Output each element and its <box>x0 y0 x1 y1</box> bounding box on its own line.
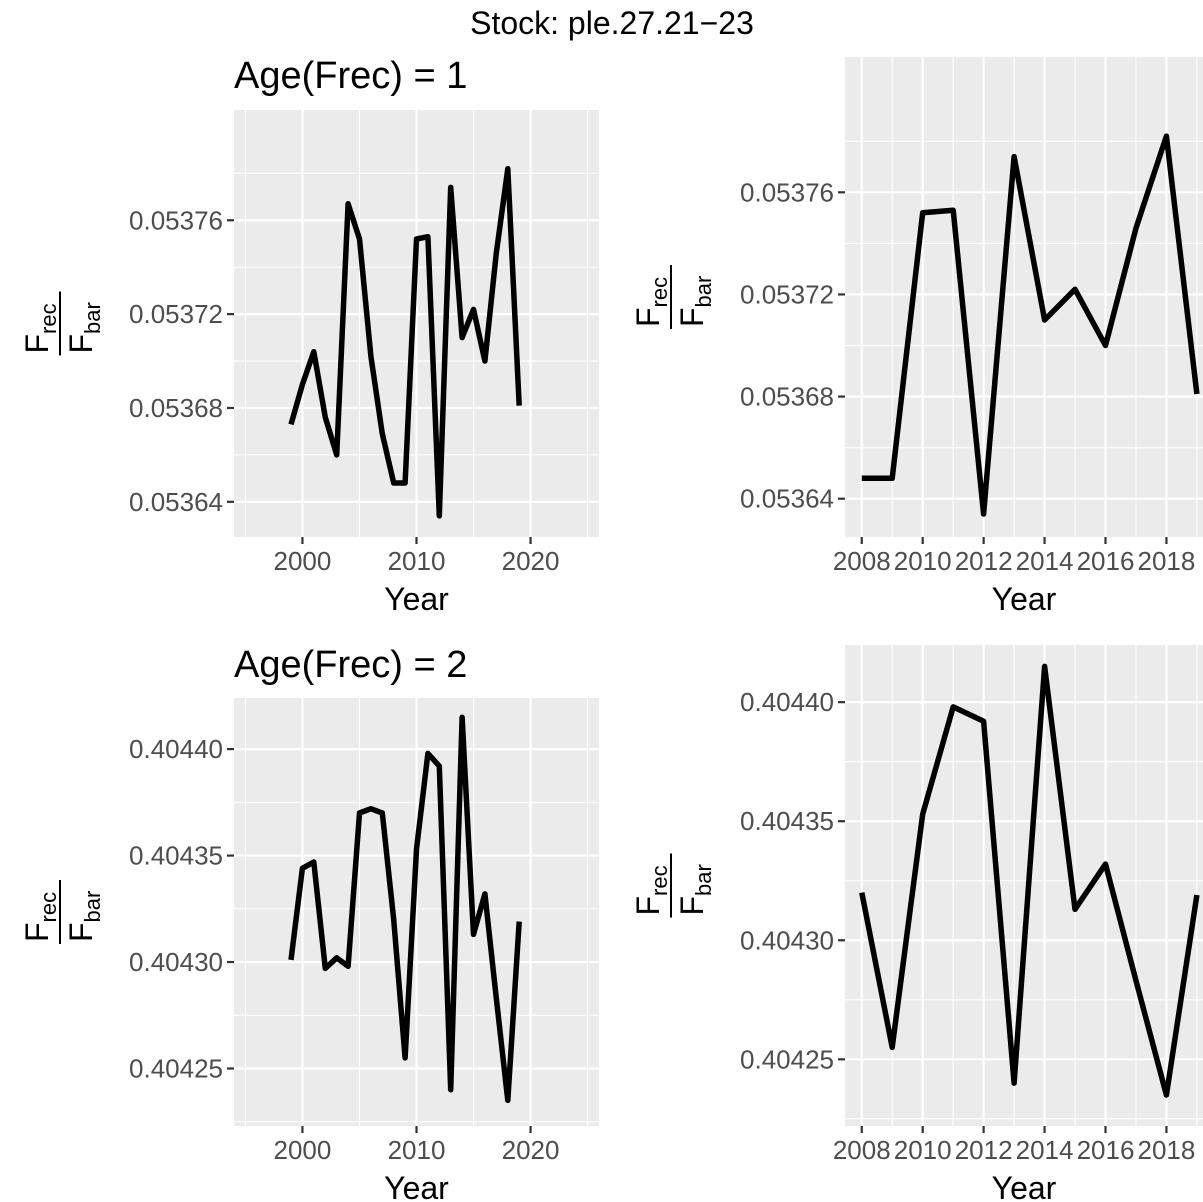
y-axis-numerator-sub: rec <box>647 277 672 308</box>
x-tick-label: 2008 <box>833 1135 891 1165</box>
y-axis-denominator-sub: bar <box>691 276 716 308</box>
y-axis-numerator-main: F <box>19 922 55 942</box>
x-tick-label: 2018 <box>1138 546 1196 576</box>
y-axis-denominator-main: F <box>674 896 710 916</box>
y-tick-label: 0.05376 <box>129 205 223 235</box>
y-tick-label: 0.40440 <box>740 687 834 717</box>
x-tick-label: 2010 <box>894 1135 952 1165</box>
y-axis-denominator: Fbar <box>674 864 716 915</box>
chart-age1-recent: 2008 2010 2012 2014 2016 2018 0.05364 0.05368 0.… <box>630 57 1203 617</box>
y-axis-numerator-sub: rec <box>36 303 61 334</box>
y-tick-label: 0.40425 <box>129 1054 223 1084</box>
y-axis-numerator-sub: rec <box>36 892 61 923</box>
panel-title: Age(Frec) = 2 <box>234 644 467 686</box>
y-tick-label: 0.05368 <box>740 382 834 412</box>
x-tick-label: 2020 <box>502 546 560 576</box>
x-axis-title: Year <box>992 1170 1057 1202</box>
panel-title: Age(Frec) = 1 <box>234 55 467 97</box>
x-tick-label: 2020 <box>502 1135 560 1165</box>
chart-age1-full: 2000 2010 2020 0.05364 0.05368 0.05372 0.05376… <box>19 55 599 617</box>
chart-age2-recent: 2008 2010 2012 2014 2016 2018 0.40425 0.40430 0.… <box>630 645 1203 1202</box>
x-tick-label: 2012 <box>955 1135 1013 1165</box>
y-axis-denominator: Fbar <box>63 302 105 353</box>
chart-age2-full: 2000 2010 2020 0.40425 0.40430 0.40435 0.40440… <box>19 644 599 1202</box>
series-line <box>288 714 522 1104</box>
y-axis-numerator-main: F <box>19 334 55 354</box>
y-tick-label: 0.05372 <box>129 299 223 329</box>
x-tick-label: 2014 <box>1016 546 1074 576</box>
y-axis-denominator-main: F <box>63 922 99 942</box>
y-tick-label: 0.40435 <box>129 841 223 871</box>
y-tick-label: 0.40440 <box>129 734 223 764</box>
x-tick-label: 2016 <box>1077 546 1135 576</box>
y-axis-denominator-main: F <box>63 334 99 354</box>
y-axis-numerator: Frec <box>630 277 672 327</box>
x-tick-label: 2000 <box>274 546 332 576</box>
y-tick-label: 0.05364 <box>740 484 834 514</box>
x-tick-label: 2010 <box>388 1135 446 1165</box>
y-axis-denominator-sub: bar <box>80 302 105 334</box>
y-tick-label: 0.40430 <box>740 925 834 955</box>
series-line <box>861 133 1200 517</box>
x-axis-title: Year <box>384 581 449 617</box>
x-axis-title: Year <box>384 1170 449 1202</box>
y-axis-numerator-sub: rec <box>647 865 672 896</box>
x-tick-label: 2018 <box>1138 1135 1196 1165</box>
x-tick-label: 2000 <box>274 1135 332 1165</box>
y-tick-label: 0.40435 <box>740 806 834 836</box>
x-axis-title: Year <box>992 581 1057 617</box>
x-tick-label: 2010 <box>388 546 446 576</box>
y-tick-label: 0.05368 <box>129 393 223 423</box>
y-axis-denominator-main: F <box>674 307 710 327</box>
y-axis-numerator-main: F <box>630 307 666 327</box>
plot-panel <box>845 57 1203 537</box>
y-axis-denominator: Fbar <box>674 276 716 327</box>
series-line <box>859 663 1200 1098</box>
y-axis-denominator-sub: bar <box>691 864 716 896</box>
figure-title: Stock: ple.27.21−23 <box>470 5 754 41</box>
x-tick-label: 2014 <box>1016 1135 1074 1165</box>
y-tick-label: 0.40430 <box>129 947 223 977</box>
x-tick-label: 2008 <box>833 546 891 576</box>
y-axis-numerator-main: F <box>630 896 666 916</box>
x-tick-label: 2010 <box>894 546 952 576</box>
plot-panel <box>845 645 1203 1126</box>
y-tick-label: 0.05364 <box>129 487 223 517</box>
series-line <box>288 165 522 519</box>
y-tick-label: 0.05372 <box>740 279 834 309</box>
x-tick-label: 2016 <box>1077 1135 1135 1165</box>
y-tick-label: 0.40425 <box>740 1044 834 1074</box>
y-tick-label: 0.05376 <box>740 177 834 207</box>
y-axis-denominator-sub: bar <box>80 891 105 923</box>
x-tick-label: 2012 <box>955 546 1013 576</box>
y-axis-numerator: Frec <box>19 303 61 353</box>
y-axis-denominator: Fbar <box>63 891 105 942</box>
y-axis-numerator: Frec <box>19 892 61 942</box>
y-axis-numerator: Frec <box>630 865 672 915</box>
